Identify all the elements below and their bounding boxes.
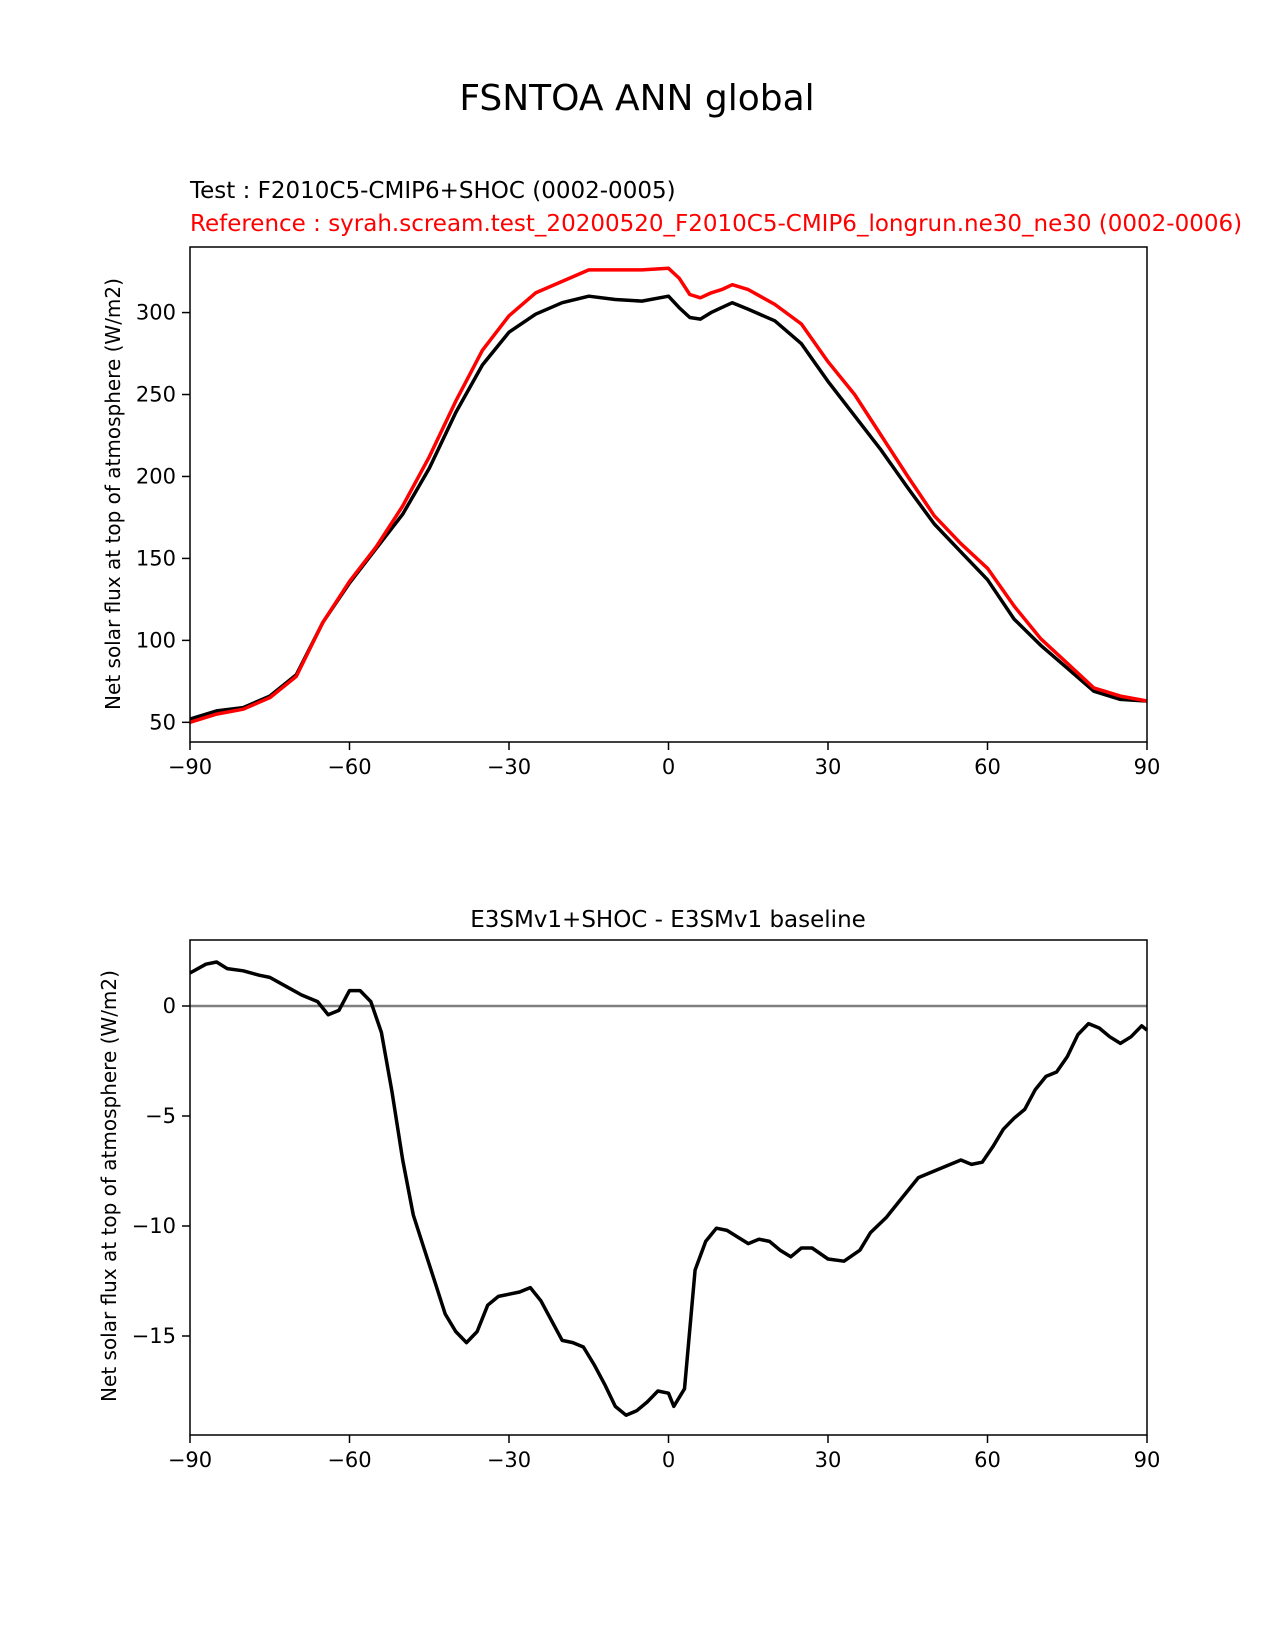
- y-tick-label: 0: [163, 994, 176, 1018]
- y-axis-label: Net solar flux at top of atmosphere (W/m…: [97, 970, 121, 1402]
- y-axis-label: Net solar flux at top of atmosphere (W/m…: [101, 278, 125, 710]
- x-tick-label: 60: [974, 755, 1001, 779]
- plot-frame: [189, 246, 1148, 743]
- y-tick-label: 100: [136, 628, 176, 652]
- series-line-test: [189, 294, 1148, 721]
- y-tick-label: 300: [136, 301, 176, 325]
- x-tick-label: 0: [662, 1448, 675, 1472]
- figure-title: FSNTOA ANN global: [459, 78, 814, 119]
- chart-bottom: E3SMv1+SHOC - E3SMv1 baseline Net solar …: [97, 907, 1160, 1472]
- x-tick-label: −60: [327, 755, 371, 779]
- test-label: Test : F2010C5-CMIP6+SHOC (0002-0005): [189, 178, 676, 204]
- reference-label: Reference : syrah.scream.test_20200520_F…: [190, 211, 1242, 237]
- y-tick-label: 250: [136, 383, 176, 407]
- x-tick-label: 90: [1134, 1448, 1161, 1472]
- x-tick-label: −90: [168, 755, 212, 779]
- x-tick-label: −60: [327, 1448, 371, 1472]
- y-tick-label: 150: [136, 546, 176, 570]
- x-tick-label: 90: [1134, 755, 1161, 779]
- series-line-reference: [189, 266, 1148, 724]
- y-tick-label: −15: [132, 1324, 176, 1348]
- series-line-difference: [189, 960, 1149, 1417]
- y-tick-label: −10: [132, 1214, 176, 1238]
- x-tick-label: 30: [815, 755, 842, 779]
- chart-title: E3SMv1+SHOC - E3SMv1 baseline: [470, 907, 866, 933]
- x-tick-label: 60: [974, 1448, 1001, 1472]
- x-tick-label: −90: [168, 1448, 212, 1472]
- y-tick-label: 200: [136, 464, 176, 488]
- x-tick-label: −30: [487, 755, 531, 779]
- x-tick-label: −30: [487, 1448, 531, 1472]
- chart-top: Test : F2010C5-CMIP6+SHOC (0002-0005) Re…: [101, 178, 1242, 779]
- x-tick-label: 30: [815, 1448, 842, 1472]
- x-tick-label: 0: [662, 755, 675, 779]
- y-tick-label: 50: [149, 710, 176, 734]
- y-tick-label: −5: [145, 1104, 176, 1128]
